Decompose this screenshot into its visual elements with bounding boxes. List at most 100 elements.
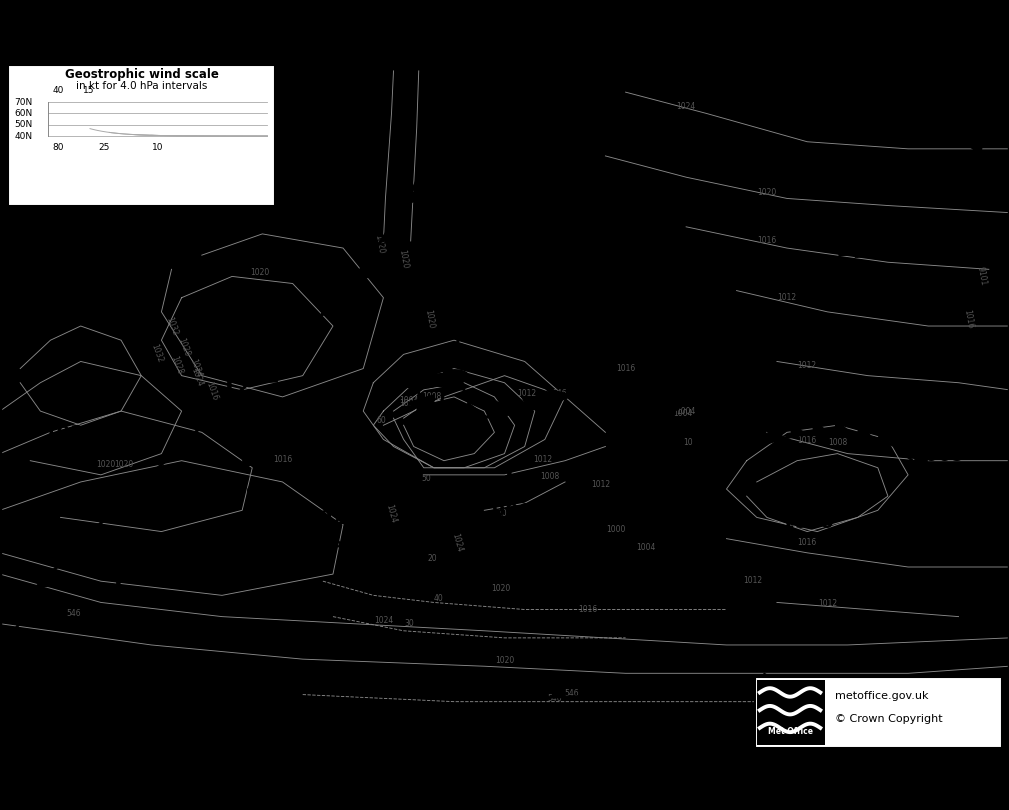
Polygon shape [415,401,429,416]
Polygon shape [956,491,969,505]
Text: 10: 10 [683,438,693,447]
Text: 1012: 1012 [591,480,609,488]
Wedge shape [457,251,495,266]
Text: 1016: 1016 [797,538,817,547]
Text: 1016: 1016 [615,364,636,373]
Text: 1024: 1024 [373,616,394,625]
Text: 1028: 1028 [170,355,184,376]
Text: 1004: 1004 [636,543,656,552]
Text: 1020: 1020 [398,249,410,269]
Text: 1028: 1028 [177,337,191,358]
Polygon shape [659,682,673,693]
Polygon shape [443,362,457,377]
Wedge shape [414,370,436,387]
Text: 1020: 1020 [490,584,511,593]
Polygon shape [764,673,779,684]
Polygon shape [126,660,139,674]
Text: Forecast chart (T+12) valid 12 UTC WED 01 MAY 2024: Forecast chart (T+12) valid 12 UTC WED 0… [10,41,304,52]
Text: H: H [323,471,343,496]
Bar [755,677,1002,748]
Polygon shape [232,675,244,687]
Text: L: L [225,379,239,403]
Polygon shape [857,422,871,437]
Polygon shape [605,684,620,696]
Polygon shape [380,231,408,242]
Polygon shape [9,629,32,637]
Text: 1012: 1012 [798,360,816,369]
Text: 50: 50 [421,474,431,483]
Text: 546: 546 [548,693,562,702]
Text: 1000: 1000 [780,513,834,532]
Polygon shape [177,440,205,450]
Polygon shape [992,528,1005,542]
Polygon shape [20,611,43,620]
Text: L: L [649,358,663,382]
Polygon shape [286,339,314,349]
Text: 1032: 1032 [149,343,163,364]
Wedge shape [435,343,473,359]
Text: 1012: 1012 [534,454,552,464]
Wedge shape [856,241,869,258]
Polygon shape [916,456,928,471]
Polygon shape [249,373,277,382]
Polygon shape [974,509,988,523]
Bar [8,65,275,206]
Text: H: H [61,386,81,411]
Text: 1004: 1004 [676,407,696,416]
Text: 1012: 1012 [818,599,836,608]
Text: 546: 546 [553,389,567,398]
Text: 1020: 1020 [96,460,116,469]
Text: 10: 10 [151,143,163,152]
Text: 1015: 1015 [205,417,259,436]
Text: 1000: 1000 [605,525,626,534]
Polygon shape [767,429,786,441]
Polygon shape [712,679,726,690]
Polygon shape [338,683,351,695]
Text: 40: 40 [434,595,444,603]
Text: 1020: 1020 [114,460,134,469]
Polygon shape [106,508,134,518]
Text: L: L [240,446,254,471]
Text: 1016: 1016 [963,309,975,329]
Text: 1016: 1016 [272,454,293,464]
Polygon shape [835,420,851,433]
Text: 999: 999 [492,502,533,521]
Text: 1016: 1016 [578,605,598,614]
Polygon shape [499,687,513,698]
Text: L: L [114,578,128,602]
Wedge shape [408,395,434,408]
Polygon shape [936,473,948,488]
Text: 999: 999 [101,616,141,634]
Text: 1008: 1008 [827,438,848,447]
Text: L: L [800,475,814,499]
Polygon shape [973,141,983,154]
Polygon shape [877,428,891,443]
Polygon shape [576,360,604,370]
Text: 50N: 50N [14,120,32,130]
Polygon shape [285,680,298,692]
Polygon shape [213,407,241,416]
Polygon shape [569,318,589,337]
Text: © Crown Copyright: © Crown Copyright [835,714,943,724]
Text: 546: 546 [565,688,579,697]
Text: 1028: 1028 [583,211,638,231]
Polygon shape [552,686,566,697]
Polygon shape [468,403,487,418]
Text: 1012: 1012 [518,389,536,398]
Text: 1016: 1016 [797,437,817,446]
Text: 1016: 1016 [205,381,219,402]
Text: 15: 15 [83,86,95,95]
Polygon shape [322,305,350,315]
Polygon shape [441,111,468,123]
Text: 1004: 1004 [399,396,419,405]
Polygon shape [521,395,546,410]
Polygon shape [72,542,100,552]
Polygon shape [745,436,766,447]
Text: 1010: 1010 [215,329,269,347]
Text: 546: 546 [67,608,81,617]
Wedge shape [426,373,464,390]
Text: 1020: 1020 [757,188,777,198]
Text: 1024: 1024 [189,358,203,379]
Text: 1019: 1019 [437,205,491,224]
Text: 1020: 1020 [494,656,515,665]
